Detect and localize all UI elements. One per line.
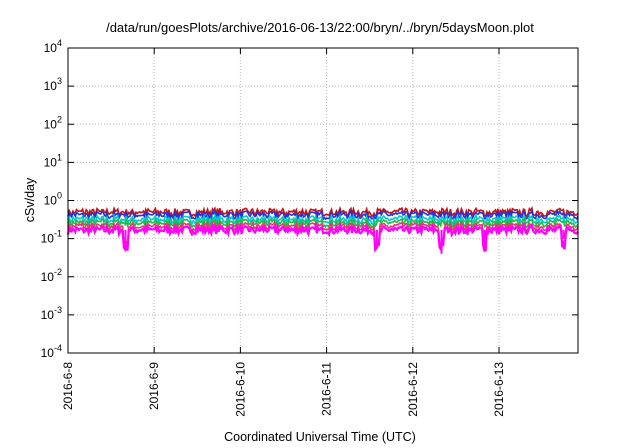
y-tick-label: 10-1 bbox=[41, 229, 62, 246]
y-tick-label: 10-2 bbox=[41, 267, 62, 284]
series-line-5 bbox=[67, 219, 579, 250]
plot-frame bbox=[67, 47, 579, 354]
x-tick-label: 2016-6-11 bbox=[320, 362, 334, 416]
y-tick-label: 102 bbox=[44, 114, 62, 131]
chart-title: /data/run/goesPlots/archive/2016-06-13/2… bbox=[106, 20, 534, 35]
y-tick-label: 101 bbox=[44, 152, 62, 169]
y-tick-label: 103 bbox=[44, 76, 62, 93]
x-tick-label: 2016-6-9 bbox=[147, 362, 161, 410]
x-tick-label: 2016-6-10 bbox=[233, 362, 247, 417]
x-tick-label: 2016-6-8 bbox=[61, 362, 75, 410]
y-tick-label: 100 bbox=[44, 191, 62, 208]
y-tick-label: 10-3 bbox=[41, 305, 62, 322]
y-tick-label: 10-4 bbox=[41, 343, 62, 360]
y-tick-label: 104 bbox=[44, 38, 62, 55]
x-tick-label: 2016-6-12 bbox=[406, 362, 420, 417]
series-line-6 bbox=[66, 221, 579, 253]
x-axis-label: Coordinated Universal Time (UTC) bbox=[224, 430, 416, 444]
x-tick-label: 2016-6-13 bbox=[492, 362, 506, 417]
